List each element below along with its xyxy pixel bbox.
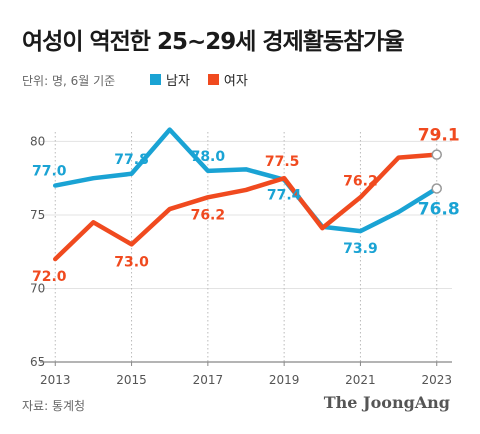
series-line-male: [53, 127, 439, 234]
data-label-male-2019: 77.4: [267, 188, 302, 204]
x-tick-label-2021: 2021: [345, 373, 376, 387]
source-note: 자료: 통계청: [22, 399, 86, 413]
y-tick-label-70: 70: [30, 281, 45, 295]
chart-title: 여성이 역전한 25~29세 경제활동참가율: [22, 29, 405, 55]
legend: 남자 여자: [150, 70, 248, 89]
data-label-female-2019: 77.5: [265, 154, 300, 170]
x-tick-label-2015: 2015: [116, 373, 147, 387]
legend-label-male: 남자: [166, 74, 190, 89]
legend-item-female: 여자: [207, 70, 248, 89]
data-label-male-2021: 73.9: [343, 241, 378, 257]
legend-swatch-female: [207, 74, 219, 85]
legend-item-male: 남자: [150, 70, 190, 89]
data-label-female-2015: 73.0: [114, 254, 149, 270]
y-tick-label-75: 75: [30, 208, 45, 222]
y-tick-label-65: 65: [30, 355, 45, 369]
series-line-female: [53, 152, 439, 262]
brand-logo: The JoongAng: [323, 393, 450, 412]
data-label-male-2015: 77.8: [114, 152, 149, 168]
legend-swatch-male: [150, 74, 161, 85]
data-label-female-2021: 76.2: [343, 173, 378, 189]
legend-label-female: 여자: [223, 74, 248, 89]
data-label-male-2013: 77.0: [32, 164, 67, 180]
unit-note: 단위: 명, 6월 기준: [22, 74, 116, 88]
x-tick-label-2017: 2017: [193, 373, 224, 387]
end-marker-male: [431, 183, 442, 194]
data-label-female-2023: 79.1: [418, 126, 460, 146]
y-tick-label-80: 80: [30, 134, 45, 148]
x-tick-label-2013: 2013: [40, 373, 71, 387]
x-tick-label-2019: 2019: [269, 373, 300, 387]
data-label-male-2017: 78.0: [191, 149, 226, 165]
data-label-female-2017: 76.2: [191, 207, 226, 223]
end-marker-female: [431, 149, 442, 160]
data-label-male-2023: 76.8: [418, 199, 460, 219]
data-label-female-2013: 72.0: [32, 269, 67, 285]
x-tick-label-2023: 2023: [421, 373, 452, 387]
